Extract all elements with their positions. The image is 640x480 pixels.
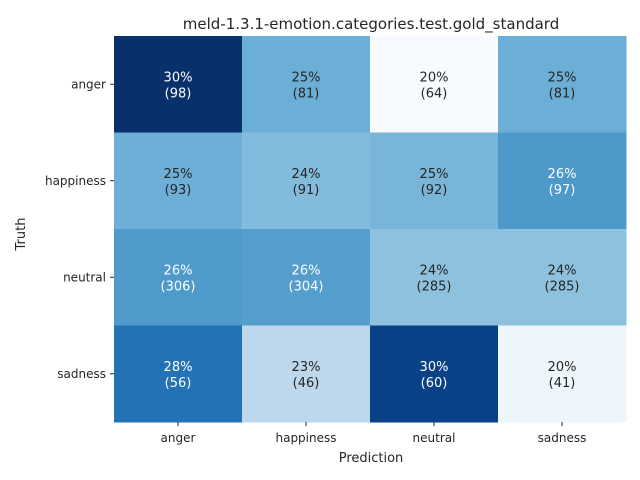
cell-percent-neutral-happiness: 26%: [292, 263, 321, 278]
heatmap-cell-sadness-happiness: [242, 325, 371, 423]
y-tick-label-happiness: happiness: [45, 174, 106, 188]
x-tick-label-sadness: sadness: [538, 431, 587, 445]
cell-percent-neutral-anger: 26%: [164, 263, 193, 278]
heatmap-cell-neutral-sadness: [498, 229, 627, 326]
heatmap-cell-happiness-sadness: [498, 132, 627, 230]
cell-count-neutral-sadness: (285): [545, 279, 580, 294]
cell-percent-sadness-anger: 28%: [164, 360, 193, 375]
cell-percent-neutral-neutral: 24%: [420, 263, 449, 278]
cell-count-sadness-neutral: (60): [421, 376, 448, 391]
heatmap-cell-anger-neutral: [370, 36, 499, 133]
y-axis-ticks: anger happiness neutral sadness: [45, 77, 114, 381]
cell-count-happiness-sadness: (97): [549, 183, 576, 198]
heatmap-cell-anger-anger: [114, 36, 243, 133]
heatmap-cell-sadness-neutral: [370, 325, 499, 423]
cell-count-neutral-happiness: (304): [289, 279, 324, 294]
cell-count-neutral-neutral: (285): [417, 279, 452, 294]
heatmap-cell-anger-sadness: [498, 36, 627, 133]
cell-percent-happiness-sadness: 26%: [548, 167, 577, 182]
heatmap-cell-happiness-happiness: [242, 132, 371, 230]
x-tick-label-neutral: neutral: [413, 431, 456, 445]
x-axis-label: Prediction: [339, 451, 404, 466]
x-tick-label-happiness: happiness: [275, 431, 336, 445]
y-tick-label-neutral: neutral: [63, 270, 106, 284]
heatmap-cells: [114, 36, 627, 423]
cell-percent-neutral-sadness: 24%: [548, 263, 577, 278]
cell-count-sadness-sadness: (41): [549, 376, 576, 391]
cell-percent-happiness-anger: 25%: [164, 167, 193, 182]
cell-percent-anger-anger: 30%: [164, 70, 193, 85]
cell-percent-happiness-happiness: 24%: [292, 167, 321, 182]
cell-count-anger-sadness: (81): [549, 86, 576, 101]
chart-title: meld-1.3.1-emotion.categories.test.gold_…: [183, 15, 559, 34]
y-tick-label-sadness: sadness: [57, 367, 106, 381]
cell-percent-sadness-happiness: 23%: [292, 360, 321, 375]
cell-percent-happiness-neutral: 25%: [420, 167, 449, 182]
heatmap-cell-anger-happiness: [242, 36, 371, 133]
cell-count-sadness-anger: (56): [165, 376, 192, 391]
heatmap-cell-sadness-sadness: [498, 325, 627, 423]
cell-count-sadness-happiness: (46): [293, 376, 320, 391]
x-axis-ticks: anger happiness neutral sadness: [161, 422, 587, 445]
cell-count-neutral-anger: (306): [161, 279, 196, 294]
heatmap-cell-neutral-happiness: [242, 229, 371, 326]
y-axis-label: Truth: [14, 218, 29, 252]
x-tick-label-anger: anger: [161, 431, 196, 445]
cell-count-anger-happiness: (81): [293, 86, 320, 101]
cell-percent-sadness-neutral: 30%: [420, 360, 449, 375]
heatmap-cell-neutral-anger: [114, 229, 243, 326]
cell-percent-anger-neutral: 20%: [420, 70, 449, 85]
cell-count-happiness-anger: (93): [165, 183, 192, 198]
cell-count-anger-neutral: (64): [421, 86, 448, 101]
cell-percent-anger-happiness: 25%: [292, 70, 321, 85]
cell-count-anger-anger: (98): [165, 86, 192, 101]
y-tick-label-anger: anger: [71, 77, 106, 91]
cell-percent-anger-sadness: 25%: [548, 70, 577, 85]
cell-count-happiness-happiness: (91): [293, 183, 320, 198]
heatmap-cell-happiness-neutral: [370, 132, 499, 230]
heatmap-cell-labels: 30%(98)25%(81)20%(64)25%(81)25%(93)24%(9…: [161, 70, 580, 391]
cell-count-happiness-neutral: (92): [421, 183, 448, 198]
heatmap-cell-happiness-anger: [114, 132, 243, 230]
cell-percent-sadness-sadness: 20%: [548, 360, 577, 375]
heatmap-cell-sadness-anger: [114, 325, 243, 423]
heatmap-cell-neutral-neutral: [370, 229, 499, 326]
